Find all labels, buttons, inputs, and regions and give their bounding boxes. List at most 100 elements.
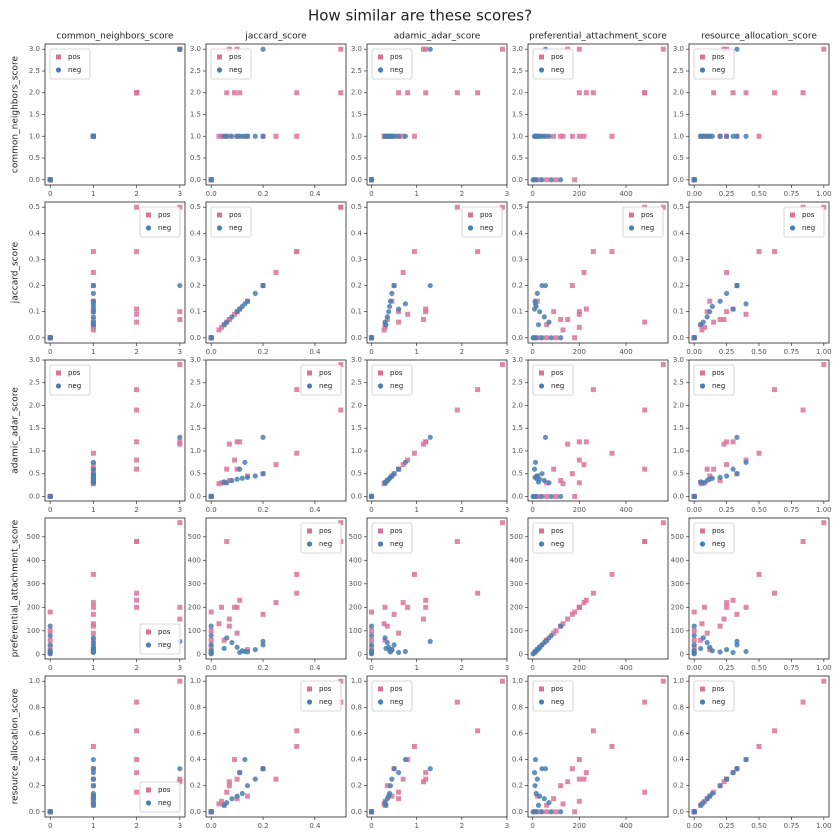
- y-tick-label: 0.1: [190, 308, 201, 316]
- point: [700, 635, 706, 641]
- legend-label: neg: [229, 66, 242, 74]
- point: [609, 571, 615, 577]
- point: [546, 800, 552, 806]
- x-tick-label: 0.0: [206, 664, 217, 672]
- point: [734, 46, 740, 52]
- y-tick-label: 3.0: [29, 45, 40, 53]
- y-tick-label: 1.0: [512, 677, 523, 685]
- y-tick-label: 1.0: [673, 447, 684, 455]
- point: [539, 282, 545, 289]
- y-tick-label: 0.0: [190, 492, 201, 500]
- point: [576, 776, 582, 782]
- column-title: preferential_attachment_score: [529, 32, 667, 42]
- point: [717, 474, 723, 480]
- point: [707, 309, 713, 315]
- y-tick-label: 0.0: [29, 808, 40, 816]
- legend-marker: [468, 212, 473, 218]
- x-tick-label: 0.00: [686, 822, 702, 830]
- y-axis-label: common_neighbors_score: [11, 55, 21, 173]
- x-tick-label: 0.2: [257, 664, 268, 672]
- point: [642, 407, 648, 413]
- point: [90, 776, 96, 782]
- point: [294, 387, 300, 393]
- point: [721, 317, 727, 322]
- plot-frame: [527, 201, 669, 344]
- plot-frame: [366, 675, 508, 818]
- y-tick-label: 1.5: [29, 111, 40, 119]
- x-tick-label: 0: [530, 348, 534, 356]
- point: [423, 597, 429, 603]
- point: [338, 46, 344, 52]
- point: [544, 335, 550, 341]
- point: [260, 133, 266, 139]
- legend-marker: [700, 54, 705, 60]
- x-tick-label: 400: [619, 822, 632, 830]
- y-tick-label: 3.0: [512, 356, 523, 364]
- point: [569, 133, 575, 139]
- x-tick-label: 2: [134, 348, 138, 356]
- x-tick-label: 0.50: [751, 822, 767, 830]
- point: [229, 796, 235, 802]
- legend-label: neg: [712, 66, 725, 74]
- plot-frame: [527, 517, 669, 660]
- point: [396, 306, 402, 312]
- point: [90, 450, 96, 456]
- legend-marker: [377, 699, 384, 705]
- point: [219, 798, 225, 804]
- y-tick-label: 0.6: [673, 729, 685, 737]
- point: [743, 459, 749, 465]
- legend-marker: [216, 67, 223, 73]
- point: [420, 616, 426, 622]
- point: [219, 604, 225, 610]
- point: [704, 796, 710, 802]
- point: [47, 335, 53, 341]
- legend-marker: [306, 699, 313, 705]
- legend-label: pos: [158, 786, 171, 794]
- point: [583, 439, 589, 445]
- point: [389, 776, 395, 782]
- y-tick-label: 0.5: [29, 470, 40, 478]
- x-tick-label: 0: [48, 348, 52, 356]
- legend-label: neg: [319, 540, 332, 548]
- legend-marker: [467, 225, 474, 231]
- point: [208, 177, 214, 183]
- x-tick-label: 1.00: [816, 506, 832, 514]
- x-tick-label: 200: [573, 506, 586, 514]
- point: [560, 621, 566, 627]
- point: [226, 783, 232, 789]
- point: [723, 133, 730, 139]
- point: [90, 249, 96, 255]
- x-tick-label: 0.75: [784, 190, 800, 198]
- point: [294, 90, 300, 96]
- legend-label: neg: [390, 382, 403, 390]
- point: [47, 651, 53, 657]
- point: [546, 319, 552, 325]
- y-tick-label: 0.0: [673, 808, 684, 816]
- point: [226, 441, 232, 447]
- point: [730, 597, 736, 603]
- y-tick-label: 0.3: [673, 255, 684, 263]
- x-tick-label: 1: [91, 664, 95, 672]
- point: [530, 493, 536, 500]
- y-tick-label: 0.4: [351, 756, 363, 764]
- point: [134, 306, 140, 312]
- x-tick-label: 0.50: [751, 506, 767, 514]
- legend-marker: [377, 383, 384, 389]
- y-tick-label: 2.5: [512, 379, 523, 387]
- point: [260, 434, 266, 440]
- point: [544, 493, 550, 499]
- point: [90, 466, 96, 472]
- y-tick-label: 0.4: [351, 229, 363, 237]
- column-title: resource_allocation_score: [701, 32, 817, 42]
- y-tick-label: 0.0: [512, 808, 523, 816]
- point: [553, 493, 559, 499]
- x-tick-label: 0.0: [206, 190, 217, 198]
- x-tick-label: 0.0: [206, 506, 217, 514]
- x-tick-label: 3: [505, 664, 509, 672]
- point: [242, 133, 248, 139]
- point: [90, 766, 96, 772]
- x-tick-label: 0: [530, 822, 534, 830]
- point: [402, 648, 408, 655]
- y-tick-label: 2.0: [512, 401, 523, 409]
- y-tick-label: 0.4: [29, 229, 41, 237]
